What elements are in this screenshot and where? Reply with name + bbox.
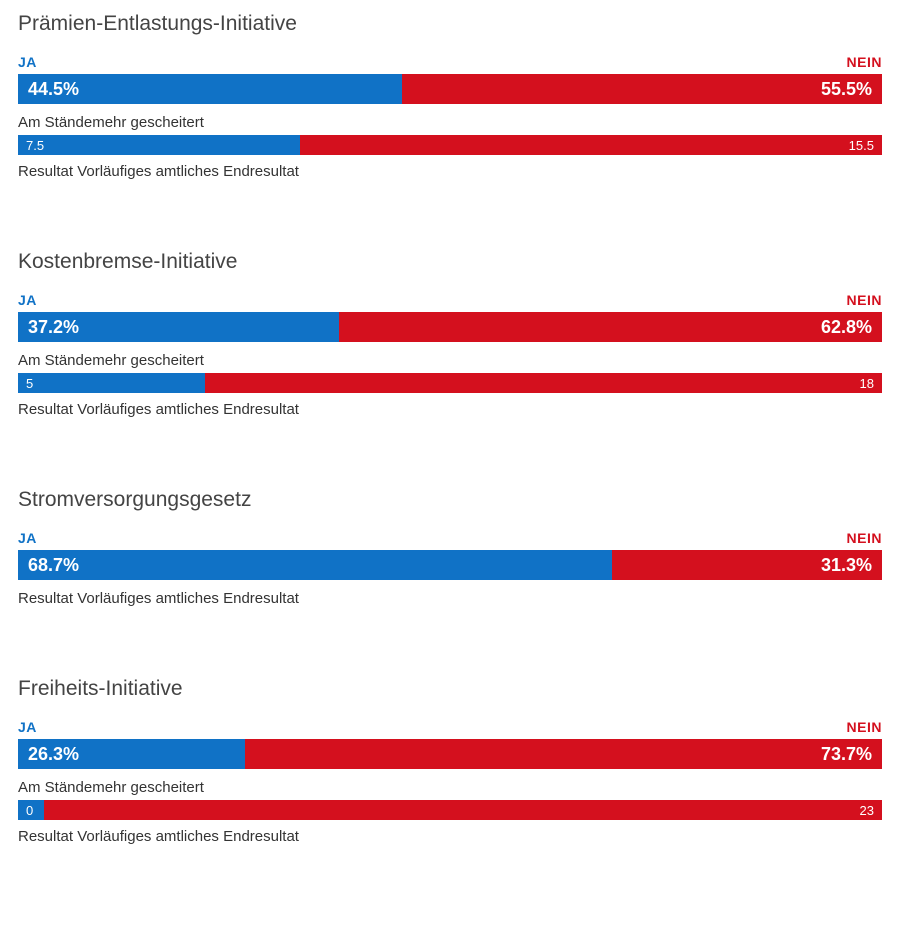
initiative-title: Stromversorgungsgesetz xyxy=(18,488,882,512)
nein-label: NEIN xyxy=(847,54,882,70)
staende-bar-ja: 0 xyxy=(18,800,44,820)
ja-label: JA xyxy=(18,54,37,70)
ja-label: JA xyxy=(18,292,37,308)
nein-label: NEIN xyxy=(847,530,882,546)
staende-label: Am Ständemehr gescheitert xyxy=(18,114,882,131)
staende-label: Am Ständemehr gescheitert xyxy=(18,779,882,796)
vote-bar: 44.5%55.5% xyxy=(18,74,882,104)
vote-bar-nein: 55.5% xyxy=(402,74,882,104)
vote-bar: 68.7%31.3% xyxy=(18,550,882,580)
labels-row: JA NEIN xyxy=(18,530,882,546)
result-label: Resultat Vorläufiges amtliches Endresult… xyxy=(18,163,882,180)
initiative-block: Freiheits-Initiative JA NEIN 26.3%73.7% Am S… xyxy=(18,677,882,845)
vote-bar-nein: 62.8% xyxy=(339,312,882,342)
vote-bar: 37.2%62.8% xyxy=(18,312,882,342)
staende-bar: 023 xyxy=(18,800,882,820)
vote-bar: 26.3%73.7% xyxy=(18,739,882,769)
result-label: Resultat Vorläufiges amtliches Endresult… xyxy=(18,590,882,607)
vote-bar-ja: 68.7% xyxy=(18,550,612,580)
vote-bar-ja: 26.3% xyxy=(18,739,245,769)
initiative-block: Stromversorgungsgesetz JA NEIN 68.7%31.3% Re… xyxy=(18,488,882,607)
staende-label: Am Ständemehr gescheitert xyxy=(18,352,882,369)
result-label: Resultat Vorläufiges amtliches Endresult… xyxy=(18,401,882,418)
initiative-title: Freiheits-Initiative xyxy=(18,677,882,701)
staende-bar-nein: 23 xyxy=(44,800,882,820)
labels-row: JA NEIN xyxy=(18,292,882,308)
result-label: Resultat Vorläufiges amtliches Endresult… xyxy=(18,828,882,845)
vote-bar-nein: 31.3% xyxy=(612,550,882,580)
vote-bar-nein: 73.7% xyxy=(245,739,882,769)
staende-bar: 518 xyxy=(18,373,882,393)
initiative-title: Prämien-Entlastungs-Initiative xyxy=(18,12,882,36)
nein-label: NEIN xyxy=(847,719,882,735)
vote-bar-ja: 37.2% xyxy=(18,312,339,342)
labels-row: JA NEIN xyxy=(18,54,882,70)
vote-bar-ja: 44.5% xyxy=(18,74,402,104)
staende-bar: 7.515.5 xyxy=(18,135,882,155)
labels-row: JA NEIN xyxy=(18,719,882,735)
ja-label: JA xyxy=(18,530,37,546)
nein-label: NEIN xyxy=(847,292,882,308)
initiatives-container: Prämien-Entlastungs-Initiative JA NEIN 44.5… xyxy=(18,12,882,845)
initiative-block: Prämien-Entlastungs-Initiative JA NEIN 44.5… xyxy=(18,12,882,180)
ja-label: JA xyxy=(18,719,37,735)
initiative-block: Kostenbremse-Initiative JA NEIN 37.2%62.8% A… xyxy=(18,250,882,418)
initiative-title: Kostenbremse-Initiative xyxy=(18,250,882,274)
staende-bar-ja: 5 xyxy=(18,373,205,393)
staende-bar-nein: 18 xyxy=(205,373,882,393)
staende-bar-nein: 15.5 xyxy=(300,135,882,155)
staende-bar-ja: 7.5 xyxy=(18,135,300,155)
